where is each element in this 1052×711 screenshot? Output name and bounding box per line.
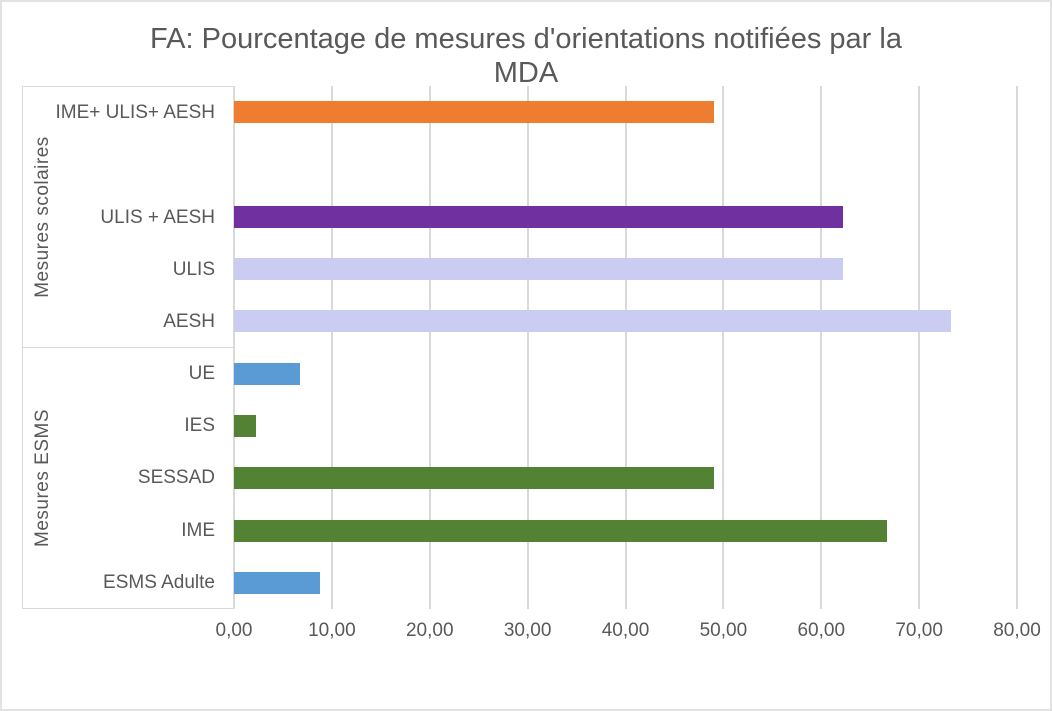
bar-row-ies bbox=[234, 400, 1017, 452]
x-tick-80-00: 80,00 bbox=[993, 620, 1041, 641]
gridline-60-00 bbox=[820, 86, 823, 609]
bar-row-sessad bbox=[234, 452, 1017, 504]
bar-row-blank bbox=[234, 138, 1017, 190]
category-label-esms-adulte: ESMS Adulte bbox=[103, 571, 215, 593]
bar-ime bbox=[234, 519, 887, 542]
category-label-aesh: AESH bbox=[163, 311, 215, 333]
bar-aesh bbox=[234, 310, 952, 333]
x-axis: 0,00 10,00 20,00 30,00 40,00 50,00 60,00 70,00 8… bbox=[216, 616, 1041, 644]
gridline-10-00 bbox=[330, 86, 333, 609]
bar-ime-ulis-aesh bbox=[234, 101, 714, 124]
gridline-30-00 bbox=[526, 86, 529, 609]
x-tick-50-00: 50,00 bbox=[699, 620, 748, 641]
category-label-ime: IME bbox=[181, 519, 215, 541]
x-tick-30-00: 30,00 bbox=[503, 620, 552, 641]
bar-ue bbox=[234, 362, 300, 385]
category-label-ulis: ULIS bbox=[172, 259, 215, 281]
bar-ulis bbox=[234, 258, 843, 281]
bar-row-aesh bbox=[234, 295, 1017, 347]
category-label-ime-ulis-aesh: IME+ ULIS+ AESH bbox=[55, 102, 215, 124]
gridline-0-00 bbox=[233, 86, 235, 609]
bar-sessad bbox=[234, 467, 714, 490]
bar-ies bbox=[234, 414, 256, 437]
category-label-blank bbox=[23, 139, 215, 191]
chart-title-line-2: MDA bbox=[493, 57, 559, 89]
gridline-20-00 bbox=[428, 86, 431, 609]
bar-row-ime bbox=[234, 504, 1017, 556]
group-box-mesures-esms: Mesures ESMS UE IES SESSAD IME ESMS Adulte bbox=[22, 346, 234, 609]
group-box-mesures-scolaires: Mesures scolaires IME+ ULIS+ AESH ULIS + A… bbox=[22, 86, 234, 348]
chart-body: Mesures scolaires IME+ ULIS+ AESH ULIS + A… bbox=[22, 86, 1018, 609]
gridline-50-00 bbox=[722, 86, 725, 609]
category-label-sessad: SESSAD bbox=[137, 467, 215, 489]
gridline-70-00 bbox=[918, 86, 921, 609]
category-axis: Mesures scolaires IME+ ULIS+ AESH ULIS + A… bbox=[22, 86, 234, 609]
x-tick-70-00: 70,00 bbox=[895, 620, 943, 641]
category-label-ies: IES bbox=[184, 414, 215, 436]
x-tick-60-00: 60,00 bbox=[797, 620, 846, 641]
x-tick-10-00: 10,00 bbox=[308, 620, 356, 641]
bar-row-ulis-aesh bbox=[234, 191, 1017, 243]
bar-row-ulis bbox=[234, 243, 1017, 295]
gridline-80-00 bbox=[1016, 86, 1018, 609]
bar-row-ue bbox=[234, 348, 1017, 400]
chart-title: FA: Pourcentage de mesures d'orientation… bbox=[2, 22, 1050, 90]
bar-ulis-aesh bbox=[234, 205, 843, 228]
x-tick-20-00: 20,00 bbox=[405, 620, 454, 641]
gridline-40-00 bbox=[624, 86, 627, 609]
chart-title-line-1: FA: Pourcentage de mesures d'orientation… bbox=[150, 23, 902, 55]
category-label-ue: UE bbox=[188, 362, 215, 384]
bar-row-ime-ulis-aesh bbox=[234, 86, 1017, 138]
category-label-ulis-aesh: ULIS + AESH bbox=[100, 206, 215, 228]
bar-row-esms-adulte bbox=[234, 557, 1017, 609]
plot-area bbox=[233, 86, 1018, 609]
bar-esms-adulte bbox=[234, 571, 321, 594]
x-tick-0-00: 0,00 bbox=[215, 620, 253, 641]
x-tick-40-00: 40,00 bbox=[601, 620, 650, 641]
